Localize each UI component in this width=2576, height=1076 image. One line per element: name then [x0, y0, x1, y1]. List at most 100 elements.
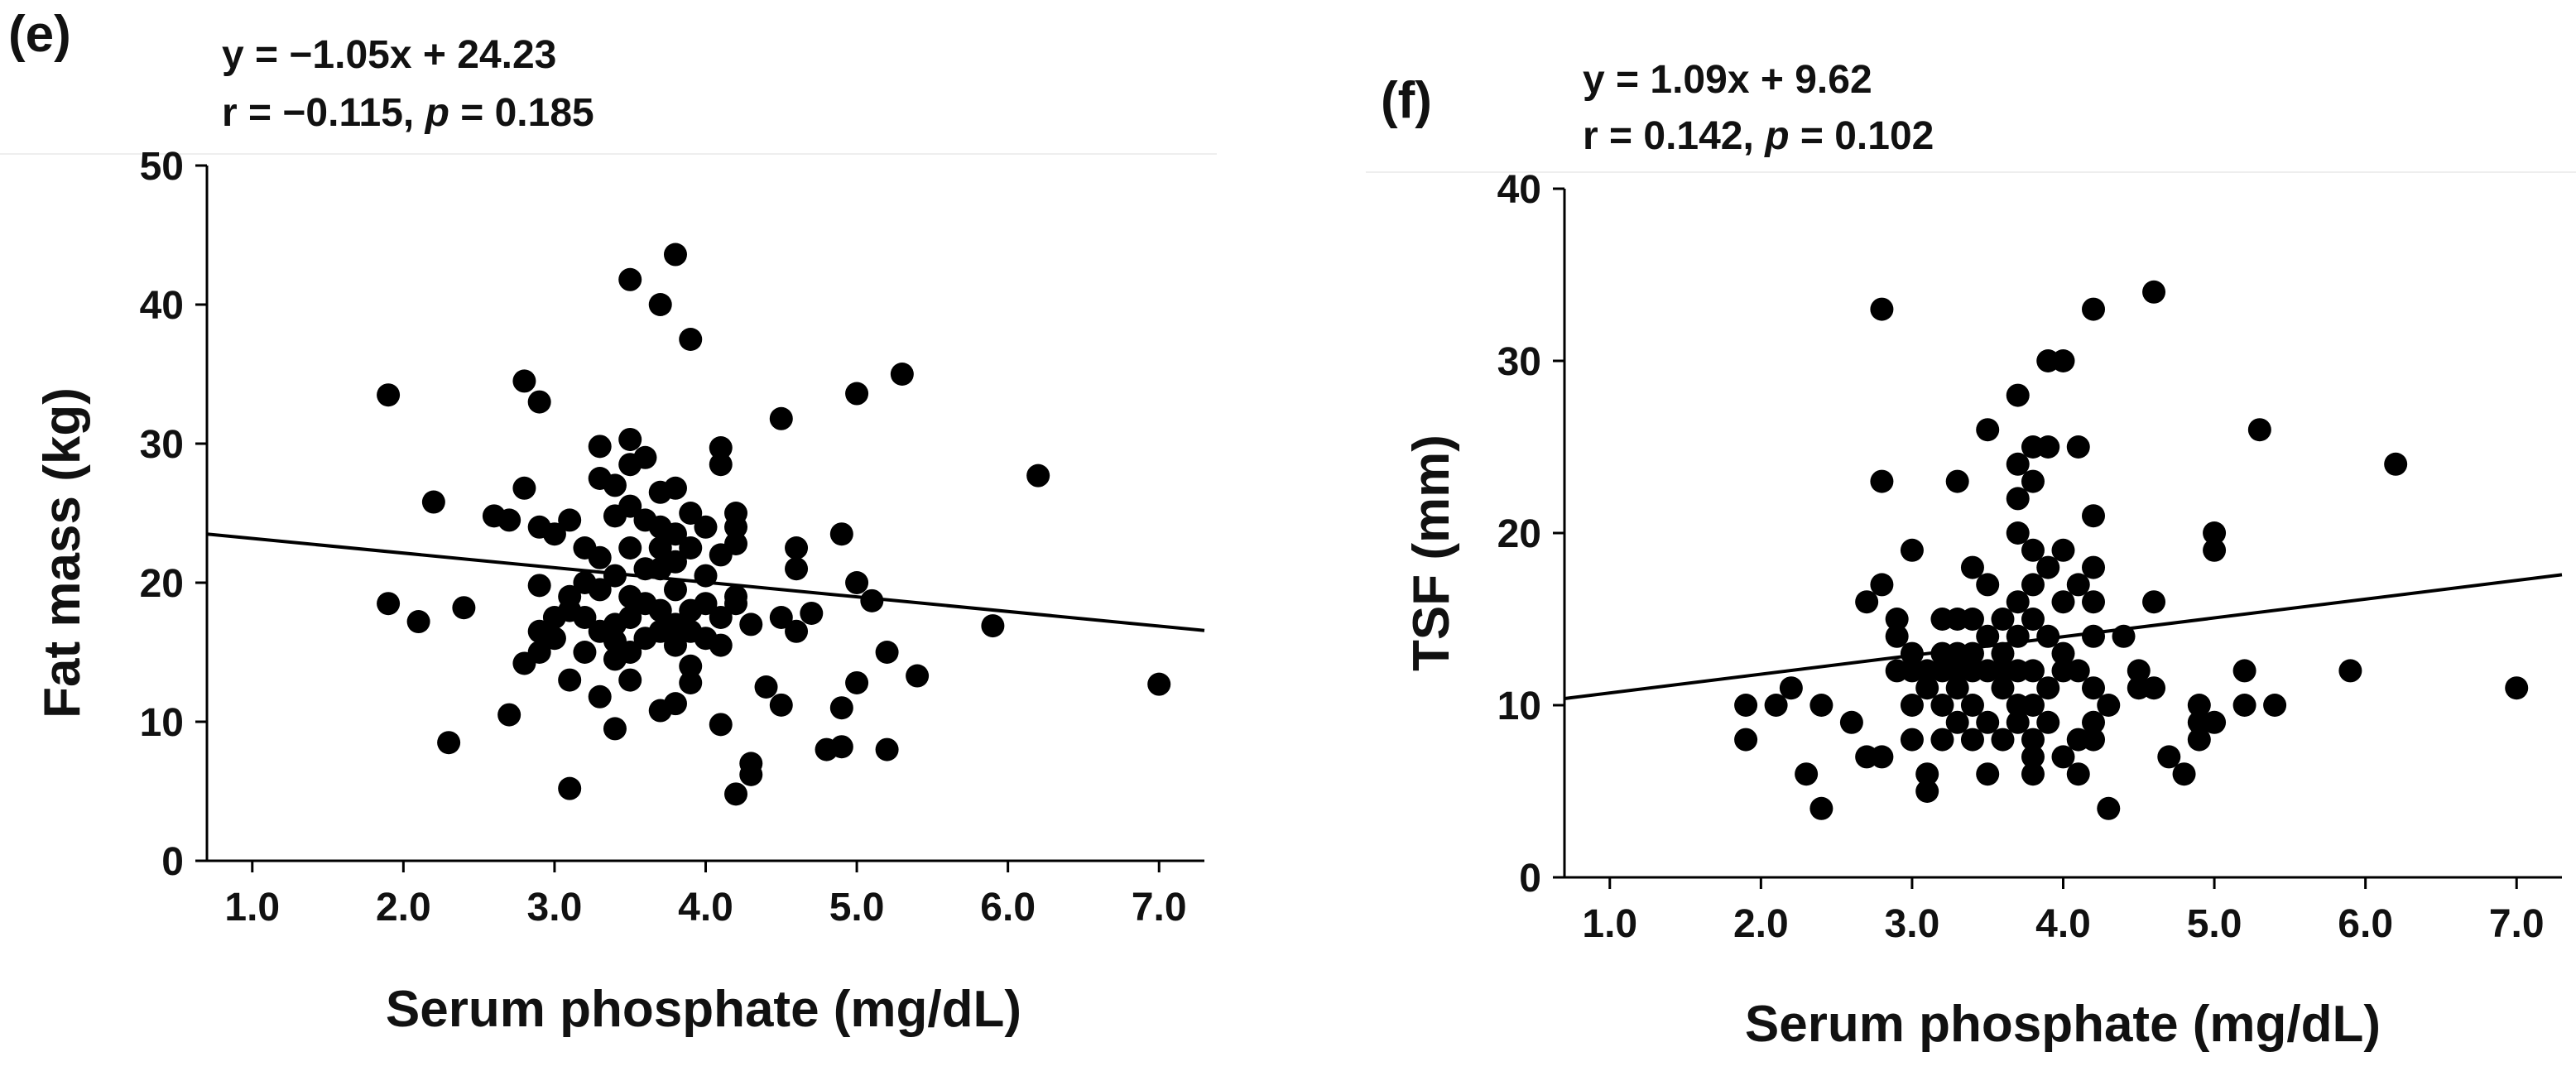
data-point [512, 476, 536, 500]
data-point [2036, 624, 2060, 648]
data-point [377, 383, 401, 407]
data-point [2051, 590, 2075, 614]
data-point [2082, 590, 2106, 614]
data-point [2203, 538, 2227, 562]
data-point [2006, 487, 2030, 511]
data-point [542, 627, 566, 651]
data-point [769, 406, 793, 430]
data-point [1960, 728, 1984, 752]
data-point [2051, 349, 2075, 372]
data-point [2036, 435, 2060, 459]
data-point [377, 592, 401, 616]
y-tick-label: 20 [1497, 512, 1541, 556]
data-point [618, 668, 642, 692]
y-tick-4-f: 40 [1497, 168, 1564, 212]
y-tick-3-f: 30 [1497, 340, 1564, 384]
data-point [2036, 676, 2060, 700]
data-point [2203, 710, 2227, 734]
data-point [2187, 694, 2211, 717]
data-point [800, 601, 824, 625]
x-tick-6-f: 7.0 [2489, 877, 2545, 946]
data-point [648, 293, 672, 316]
x-tick-label: 4.0 [678, 886, 733, 929]
y-tick-label: 10 [140, 701, 184, 745]
x-tick-label: 6.0 [2338, 902, 2393, 946]
data-point [2082, 504, 2106, 528]
data-point [1795, 762, 1819, 786]
data-point [2051, 641, 2075, 665]
data-point [588, 578, 612, 602]
data-point [1870, 573, 1894, 597]
data-point [497, 703, 521, 727]
data-point [1960, 641, 1984, 665]
data-point [2338, 659, 2362, 683]
data-point [603, 473, 627, 497]
x-tick-4-e: 5.0 [829, 861, 884, 929]
data-point [1915, 780, 1939, 803]
data-point [2142, 676, 2166, 700]
data-point [754, 675, 778, 699]
data-point [1991, 676, 2015, 700]
data-point [1930, 728, 1954, 752]
data-point [981, 614, 1005, 638]
data-point [1976, 624, 2000, 648]
data-point [2021, 762, 2045, 786]
data-point [1915, 676, 1939, 700]
y-tick-1-f: 10 [1497, 685, 1564, 728]
chart-panel-f: (f) y = 1.09x + 9.62 r = 0.142, p = 0.10… [1366, 58, 2576, 1053]
data-point [2157, 745, 2181, 769]
data-point [648, 598, 672, 622]
data-point [1900, 728, 1924, 752]
x-tick-label: 1.0 [224, 886, 280, 929]
y-tick-label: 40 [1497, 168, 1541, 212]
data-point [1930, 694, 1954, 717]
data-point [709, 453, 733, 477]
data-point [2051, 745, 2075, 769]
data-point [663, 243, 687, 267]
data-point [2021, 659, 2045, 683]
y-tick-label: 40 [140, 284, 184, 328]
data-point [2112, 624, 2136, 648]
data-point [663, 476, 687, 500]
y-tick-0-f: 0 [1519, 857, 1564, 901]
data-point [1991, 728, 2015, 752]
data-point [1885, 624, 1909, 648]
data-point [588, 435, 612, 459]
data-point [2066, 762, 2090, 786]
data-point [512, 369, 536, 393]
x-tick-5-f: 6.0 [2338, 877, 2393, 946]
data-point [2021, 694, 2045, 717]
data-point [1734, 728, 1758, 752]
data-point [2203, 521, 2227, 545]
data-point [2021, 538, 2045, 562]
data-point [2006, 383, 2030, 407]
data-point [2021, 745, 2045, 769]
data-point [1026, 464, 1050, 488]
data-point [663, 550, 687, 574]
data-point [785, 557, 809, 581]
data-point [573, 606, 597, 629]
data-point [2082, 710, 2106, 734]
p-symbol-f: p [1763, 114, 1789, 158]
data-point [527, 574, 551, 598]
data-point [1976, 762, 2000, 786]
chart-panel-e: (e) y = −1.05x + 24.23 r = −0.115, p = 0… [0, 6, 1217, 1038]
data-point [2006, 521, 2030, 545]
y-tick-label: 30 [140, 423, 184, 467]
data-point [618, 494, 642, 518]
data-point [679, 328, 703, 351]
data-point [739, 762, 763, 786]
data-point [2187, 728, 2211, 752]
panel-label-e: (e) [8, 6, 71, 63]
y-tick-3-e: 30 [140, 423, 207, 467]
data-point [1900, 694, 1924, 717]
data-point [2097, 796, 2121, 820]
x-tick-label: 2.0 [376, 886, 431, 929]
data-point [603, 564, 627, 588]
data-point [1809, 796, 1833, 820]
data-point [1870, 297, 1894, 321]
data-point [1945, 469, 1969, 493]
x-tick-label: 3.0 [527, 886, 583, 929]
data-point [1779, 676, 1803, 700]
